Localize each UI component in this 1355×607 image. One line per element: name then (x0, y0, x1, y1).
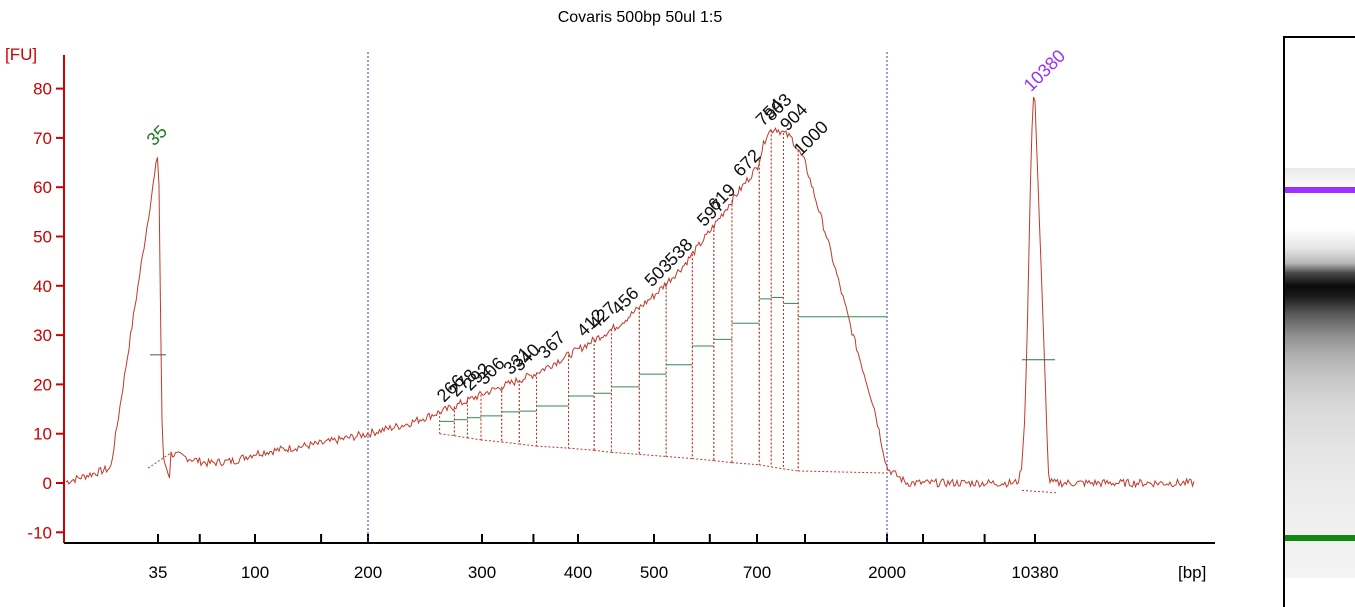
x-tick-label: 35 (149, 563, 168, 582)
fragment-peak-region (536, 355, 570, 449)
x-tick-label: 100 (241, 563, 269, 582)
gel-image (1283, 36, 1355, 607)
chart-title: Covaris 500bp 50ul 1:5 (558, 9, 723, 26)
y-tick-label: -10 (27, 523, 52, 542)
y-axis-label: [FU] (5, 45, 37, 64)
fragment-peak-region (713, 200, 733, 464)
region-base (798, 470, 888, 474)
region-base (594, 449, 612, 453)
fragment-peak-region (758, 130, 772, 468)
fragment-peak-region (691, 225, 715, 462)
fragment-peak-region (665, 254, 693, 460)
x-tick-label: 200 (354, 563, 382, 582)
peak-sublines (439, 130, 888, 474)
fragment-peak-region (782, 132, 799, 472)
region-base (501, 441, 520, 445)
fragment-peak-region (568, 339, 595, 451)
y-tick-label: 0 (43, 474, 52, 493)
y-tick-label: 40 (33, 277, 52, 296)
marker-peak-label: 35 (143, 121, 171, 149)
x-tick-label: 700 (743, 563, 771, 582)
region-base (454, 435, 468, 439)
y-tick-label: 10 (33, 425, 52, 444)
region-base (611, 451, 640, 455)
region-base (771, 466, 784, 470)
fragment-peak-region (466, 394, 482, 441)
region-base (731, 462, 760, 466)
trace-layer (65, 96, 1195, 494)
y-tick-label: 50 (33, 228, 52, 247)
x-tick-label: 400 (564, 563, 592, 582)
electropherogram-chart: Covaris 500bp 50ul 1:5 [FU] [bp] -10 0 10 2… (5, 9, 1215, 582)
guide-lines (367, 52, 888, 543)
x-axis-label: [bp] (1178, 563, 1206, 582)
upper-marker-band (1285, 187, 1355, 193)
region-base (536, 445, 569, 449)
y-tick-label: 70 (33, 129, 52, 148)
marker-peak-label: 10380 (1020, 46, 1070, 96)
region-base (568, 447, 595, 451)
axes: -10 0 10 20 30 40 50 60 70 80 35 100 200 300 400 500 700… (27, 55, 1215, 582)
fragment-peak-region (593, 329, 612, 453)
peak-baseline (147, 453, 171, 469)
fragment-peak-region (797, 150, 888, 474)
region-base (783, 468, 799, 472)
gel-lane (1285, 168, 1355, 578)
peak-labels: 3510380266278292306331340367412427456503… (143, 46, 1070, 406)
y-tick-label: 60 (33, 178, 52, 197)
region-base (467, 437, 482, 441)
trace-line (65, 96, 1195, 489)
fragment-peak-region (638, 283, 667, 457)
x-tick-label: 500 (640, 563, 668, 582)
fragment-peak-label: 672 (729, 145, 764, 180)
region-base (639, 453, 667, 457)
fragment-peak-region (518, 372, 538, 447)
fragment-peak-region (770, 130, 784, 470)
peak-baseline (1021, 489, 1059, 494)
x-tick-label: 300 (468, 563, 496, 582)
region-base (713, 460, 732, 464)
y-tick-label: 20 (33, 375, 52, 394)
lower-marker-band (1285, 535, 1355, 541)
x-tick-label: 10380 (1011, 563, 1058, 582)
fragment-peak-region (731, 159, 760, 466)
region-base (480, 439, 502, 443)
region-base (519, 443, 537, 447)
y-tick-label: 80 (33, 80, 52, 99)
region-base (439, 433, 455, 437)
region-base (759, 464, 772, 468)
fragment-peak-region (453, 400, 468, 439)
region-base (666, 455, 693, 460)
y-tick-label: 30 (33, 326, 52, 345)
x-tick-label: 2000 (868, 563, 906, 582)
fragment-peak-region (501, 379, 520, 445)
region-base (692, 458, 714, 462)
